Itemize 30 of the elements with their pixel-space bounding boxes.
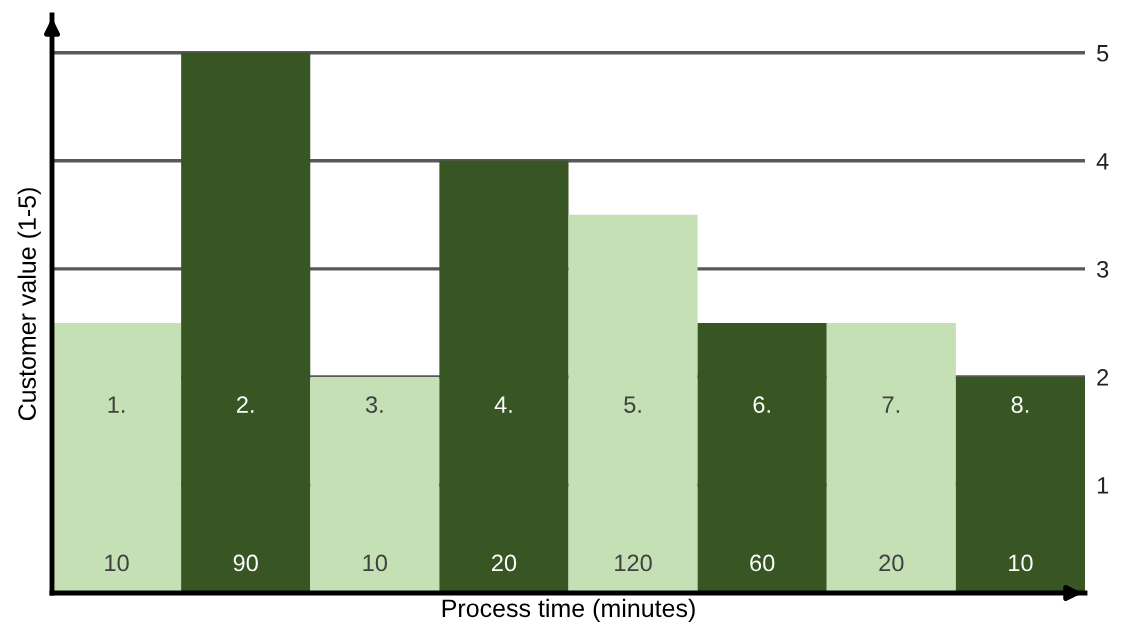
x-axis-title: Process time (minutes): [442, 598, 695, 623]
annotation: 120: [615, 554, 652, 572]
bar: [826, 322, 956, 593]
annotation: 20: [879, 554, 904, 572]
annotation: 10: [105, 554, 129, 572]
bar: [439, 160, 569, 593]
bar: [310, 376, 440, 593]
x-tick-label: 1.: [108, 396, 125, 413]
y-axis-title: Customer value (1-5): [17, 188, 41, 421]
bar: [955, 376, 1085, 593]
y-tick-label: 3: [1097, 260, 1109, 278]
bar: [568, 214, 698, 593]
bar: [697, 322, 827, 593]
y-tick-label: 2: [1097, 368, 1109, 386]
x-tick-label: 8.: [1011, 396, 1029, 413]
annotation: 20: [492, 554, 517, 572]
bar: [181, 52, 311, 593]
annotation: 90: [233, 554, 258, 572]
x-tick-label: 6.: [753, 396, 770, 413]
y-tick-label: 1: [1097, 477, 1109, 494]
y-tick-label: 5: [1097, 45, 1109, 62]
annotation: 10: [1009, 554, 1033, 572]
x-tick-label: 3.: [365, 396, 383, 413]
x-tick-label: 2.: [237, 396, 254, 413]
annotation: 10: [363, 554, 388, 572]
annotation: 60: [750, 554, 775, 572]
x-tick-label: 4.: [494, 396, 512, 413]
x-tick-label: 7.: [882, 396, 899, 413]
x-tick-label: 5.: [624, 396, 641, 413]
y-tick-label: 4: [1096, 153, 1109, 170]
